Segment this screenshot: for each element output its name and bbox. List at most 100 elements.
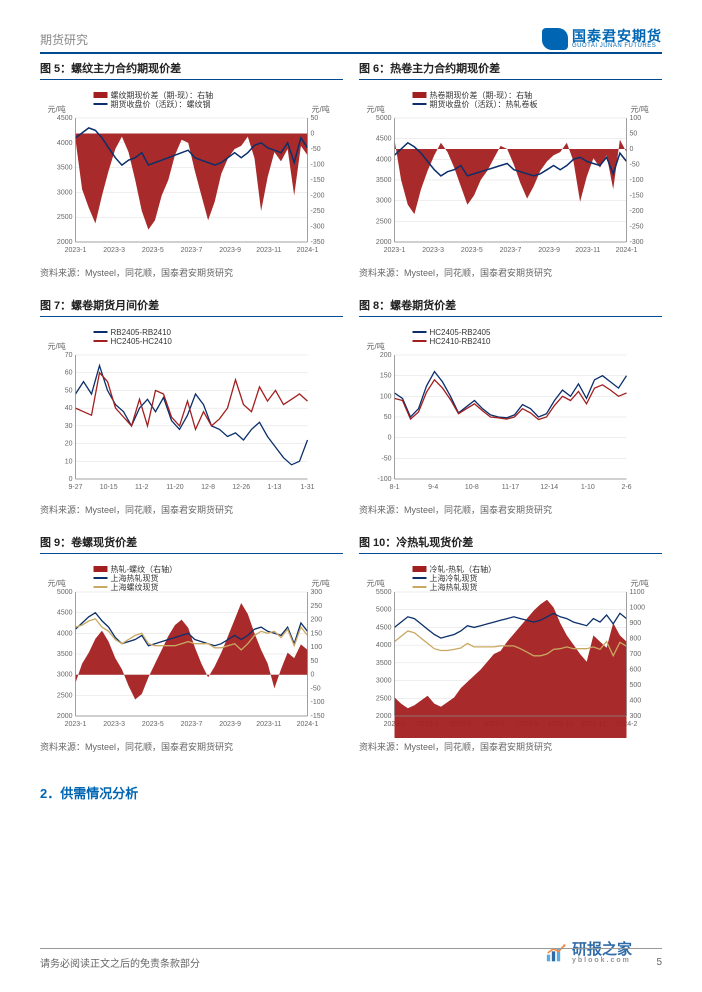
svg-text:2023-1: 2023-1 — [384, 247, 406, 254]
svg-text:9-27: 9-27 — [68, 484, 82, 491]
svg-text:300: 300 — [630, 713, 642, 720]
svg-text:20: 20 — [65, 441, 73, 448]
logo-text: 国泰君安期货 — [572, 29, 662, 44]
svg-text:-50: -50 — [311, 146, 321, 153]
svg-text:-300: -300 — [311, 224, 325, 231]
svg-text:-350: -350 — [311, 239, 325, 246]
svg-text:上海热轧现货: 上海热轧现货 — [111, 573, 159, 583]
chart-cell: 图 5：螺纹主力合约期现价差 元/吨元/吨2000250030003500400… — [40, 60, 343, 291]
svg-text:5000: 5000 — [376, 607, 392, 614]
svg-text:2023-3: 2023-3 — [103, 247, 125, 254]
svg-text:上海螺纹现货: 上海螺纹现货 — [111, 582, 159, 592]
svg-text:元/吨: 元/吨 — [367, 578, 385, 588]
chart-source: 资料来源：Mysteel，同花顺，国泰君安期货研究 — [40, 503, 343, 516]
svg-text:螺纹期现价差（期-现）：右轴: 螺纹期现价差（期-现）：右轴 — [111, 90, 214, 100]
logo-icon — [542, 28, 568, 50]
svg-text:2023-7: 2023-7 — [181, 247, 203, 254]
svg-text:2023-5: 2023-5 — [142, 247, 164, 254]
svg-text:2023-1: 2023-1 — [65, 721, 87, 728]
page-header: 期货研究 国泰君安期货 GUOTAI JUNAN FUTURES — [40, 28, 662, 54]
svg-text:5000: 5000 — [57, 589, 73, 596]
svg-text:-100: -100 — [311, 699, 325, 706]
svg-text:2000: 2000 — [376, 239, 392, 246]
svg-text:-100: -100 — [311, 162, 325, 169]
svg-text:5500: 5500 — [376, 589, 392, 596]
svg-text:-150: -150 — [630, 193, 644, 200]
svg-text:元/吨: 元/吨 — [312, 578, 330, 588]
header-category: 期货研究 — [40, 31, 88, 48]
chart-canvas: 元/吨元/吨2000250030003500400045005000-300-2… — [359, 84, 662, 264]
chart-source: 资料来源：Mysteel，同花顺，国泰君安期货研究 — [359, 503, 662, 516]
svg-text:3500: 3500 — [376, 177, 392, 184]
svg-text:12-14: 12-14 — [540, 484, 558, 491]
chart-cell: 图 6：热卷主力合约期现价差 元/吨元/吨2000250030003500400… — [359, 60, 662, 291]
svg-text:热卷期现价差（期-现）：右轴: 热卷期现价差（期-现）：右轴 — [430, 90, 533, 100]
svg-text:50: 50 — [384, 414, 392, 421]
svg-text:250: 250 — [311, 603, 323, 610]
svg-text:4500: 4500 — [57, 610, 73, 617]
footer-page-number: 5 — [656, 957, 662, 968]
svg-text:0: 0 — [630, 146, 634, 153]
svg-text:4000: 4000 — [57, 140, 73, 147]
svg-text:-250: -250 — [311, 208, 325, 215]
svg-text:70: 70 — [65, 352, 73, 359]
chart-source: 资料来源：Mysteel，同花顺，国泰君安期货研究 — [359, 266, 662, 279]
svg-text:11-17: 11-17 — [502, 484, 519, 491]
svg-text:3000: 3000 — [376, 198, 392, 205]
svg-text:50: 50 — [311, 115, 319, 122]
chart-canvas: 元/吨元/吨2000250030003500400045005000550030… — [359, 558, 662, 738]
svg-text:2023-11: 2023-11 — [575, 247, 600, 254]
svg-text:2024-1: 2024-1 — [297, 721, 319, 728]
chart-title: 图 9：卷螺现货价差 — [40, 534, 343, 554]
svg-text:4500: 4500 — [376, 624, 392, 631]
svg-text:元/吨: 元/吨 — [367, 104, 385, 114]
svg-text:30: 30 — [65, 423, 73, 430]
svg-text:-50: -50 — [630, 162, 640, 169]
chart-source: 资料来源：Mysteel，同花顺，国泰君安期货研究 — [359, 740, 662, 753]
svg-text:11-2: 11-2 — [135, 484, 149, 491]
svg-text:2023-9: 2023-9 — [219, 721, 241, 728]
svg-text:2023-3: 2023-3 — [422, 247, 444, 254]
svg-text:150: 150 — [380, 373, 392, 380]
svg-text:元/吨: 元/吨 — [631, 578, 649, 588]
svg-text:10-15: 10-15 — [100, 484, 118, 491]
chart-source: 资料来源：Mysteel，同花顺，国泰君安期货研究 — [40, 266, 343, 279]
svg-text:50: 50 — [630, 131, 638, 138]
svg-text:冷轧-热轧（右轴）: 冷轧-热轧（右轴） — [430, 564, 497, 574]
svg-text:0: 0 — [69, 476, 73, 483]
svg-text:2000: 2000 — [57, 713, 73, 720]
section-2-heading: 2．供需情况分析 — [40, 783, 662, 802]
svg-text:期货收盘价（活跃）：螺纹钢: 期货收盘价（活跃）：螺纹钢 — [111, 99, 211, 109]
svg-text:4000: 4000 — [57, 630, 73, 637]
svg-text:3000: 3000 — [57, 672, 73, 679]
svg-text:-250: -250 — [630, 224, 644, 231]
svg-text:0: 0 — [388, 435, 392, 442]
svg-text:100: 100 — [311, 644, 323, 651]
svg-text:3000: 3000 — [57, 189, 73, 196]
svg-text:2000: 2000 — [57, 239, 73, 246]
svg-text:2000: 2000 — [376, 713, 392, 720]
svg-text:100: 100 — [380, 393, 392, 400]
svg-text:12-26: 12-26 — [232, 484, 250, 491]
svg-text:元/吨: 元/吨 — [312, 104, 330, 114]
svg-text:上海热轧现货: 上海热轧现货 — [430, 582, 478, 592]
chart-source: 资料来源：Mysteel，同花顺，国泰君安期货研究 — [40, 740, 343, 753]
chart-title: 图 6：热卷主力合约期现价差 — [359, 60, 662, 80]
svg-text:4500: 4500 — [376, 136, 392, 143]
svg-text:-200: -200 — [630, 208, 644, 215]
svg-text:RB2405-RB2410: RB2405-RB2410 — [111, 328, 172, 337]
svg-text:2500: 2500 — [376, 218, 392, 225]
svg-text:600: 600 — [630, 667, 642, 674]
svg-text:50: 50 — [65, 387, 73, 394]
svg-text:40: 40 — [65, 405, 73, 412]
svg-text:300: 300 — [311, 589, 323, 596]
svg-text:11-20: 11-20 — [166, 484, 183, 491]
svg-text:2023-11: 2023-11 — [256, 721, 281, 728]
svg-text:10-8: 10-8 — [465, 484, 479, 491]
svg-text:1-13: 1-13 — [267, 484, 281, 491]
svg-text:2023-1: 2023-1 — [65, 247, 87, 254]
svg-text:3500: 3500 — [376, 660, 392, 667]
svg-text:2500: 2500 — [57, 692, 73, 699]
svg-text:HC2405-RB2405: HC2405-RB2405 — [430, 328, 491, 337]
svg-text:60: 60 — [65, 370, 73, 377]
